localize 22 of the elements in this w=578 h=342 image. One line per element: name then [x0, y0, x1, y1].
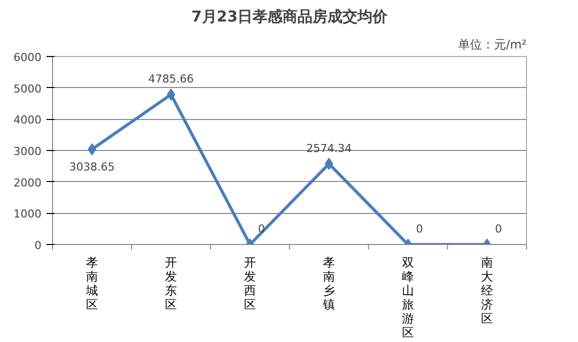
point — [88, 143, 96, 156]
data-label: 0 — [416, 222, 423, 236]
y-tick-label: 5000 — [14, 82, 42, 96]
x-tick-label: 开发西区 — [244, 256, 256, 312]
x-tick-label: 孝南乡镇 — [322, 256, 335, 312]
point — [324, 158, 334, 170]
y-tick-label: 4000 — [14, 114, 42, 127]
y-tick-label: 1000 — [14, 208, 42, 221]
chart-title: 7月23日孝感商品房成交均价 — [191, 8, 389, 26]
x-tick-label: 双峰山旅游区 — [402, 256, 414, 340]
data-label: 4785.66 — [148, 72, 194, 86]
y-tick-label: 0 — [34, 239, 42, 252]
data-label: 0 — [495, 222, 502, 236]
x-tick-label: 开发东区 — [165, 256, 177, 312]
x-tick-label: 南大经济区 — [481, 256, 493, 326]
data-label: 3038.65 — [69, 160, 115, 174]
x-tick-label: 孝南城区 — [85, 256, 98, 312]
chart-subtitle: 单位：元/m² — [458, 38, 527, 52]
y-tick-label: 6000 — [14, 51, 42, 64]
y-tick-label: 3000 — [14, 145, 42, 158]
y-tick-label: 2000 — [14, 176, 42, 190]
point — [166, 88, 176, 101]
